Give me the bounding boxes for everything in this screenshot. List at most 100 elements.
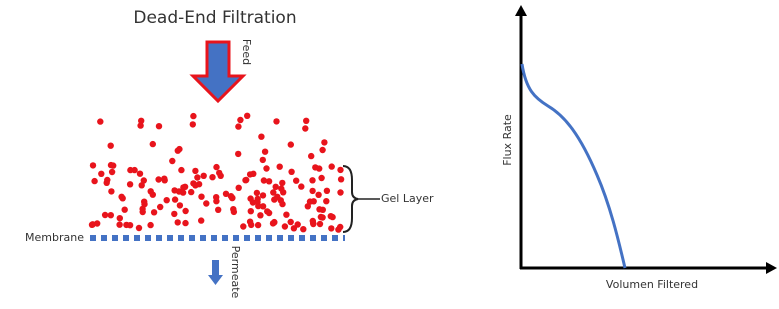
particle	[312, 164, 318, 170]
particle	[231, 209, 237, 215]
particle	[150, 192, 156, 198]
page: Dead-End Filtration Feed Membrane Gel La…	[0, 0, 779, 309]
particle	[176, 188, 182, 194]
particle	[215, 207, 221, 213]
membrane-label: Membrane	[25, 231, 84, 244]
particle	[288, 219, 294, 225]
particle	[282, 223, 288, 229]
particle	[319, 147, 325, 153]
particle	[328, 225, 334, 231]
particle	[236, 185, 242, 191]
particle	[177, 202, 183, 208]
particle	[122, 207, 128, 213]
particle	[240, 223, 246, 229]
particle	[260, 192, 266, 198]
particle	[318, 175, 324, 181]
particle	[302, 125, 308, 131]
particle	[108, 143, 114, 149]
particle	[147, 222, 153, 228]
particle	[155, 176, 161, 182]
permeate-arrow	[208, 260, 223, 285]
particle	[116, 222, 122, 228]
particle	[157, 204, 163, 210]
particle	[258, 134, 264, 140]
particle	[316, 206, 322, 212]
particle	[117, 215, 123, 221]
particle	[261, 177, 267, 183]
particle	[203, 200, 209, 206]
particle	[243, 177, 249, 183]
particles	[89, 113, 344, 233]
particle	[271, 219, 277, 225]
particle	[307, 198, 313, 204]
particle	[108, 212, 114, 218]
title: Dead-End Filtration	[133, 8, 296, 28]
particle	[321, 139, 327, 145]
particle	[201, 173, 207, 179]
particle	[263, 165, 269, 171]
particle	[175, 219, 181, 225]
particle	[198, 194, 204, 200]
particle	[223, 191, 229, 197]
particle	[309, 188, 315, 194]
particle	[318, 214, 324, 220]
particle	[288, 141, 294, 147]
particle	[337, 167, 343, 173]
particle	[260, 157, 266, 163]
particle	[141, 177, 147, 183]
y-axis-arrow	[515, 5, 527, 16]
particle	[279, 201, 285, 207]
particle	[277, 164, 283, 170]
particle	[298, 183, 304, 189]
particle	[254, 190, 260, 196]
gel-layer-label: Gel Layer	[381, 192, 434, 205]
particle	[188, 189, 194, 195]
particle	[131, 167, 137, 173]
particle	[151, 209, 157, 215]
particle	[235, 123, 241, 129]
permeate-label: Permeate	[229, 246, 242, 299]
particle	[97, 118, 103, 124]
brace	[343, 166, 358, 232]
particle	[156, 123, 162, 129]
particle	[328, 213, 334, 219]
particle	[250, 171, 256, 177]
particle	[178, 167, 184, 173]
particle	[266, 210, 272, 216]
particle	[110, 162, 116, 168]
particle	[237, 117, 243, 123]
particle	[255, 203, 261, 209]
particle	[90, 162, 96, 168]
particle	[94, 220, 100, 226]
particle	[127, 181, 133, 187]
particle	[235, 151, 241, 157]
particle	[273, 184, 279, 190]
y-axis-label: Flux Rate	[501, 114, 514, 166]
particle	[182, 220, 188, 226]
particle	[171, 211, 177, 217]
particle	[216, 170, 222, 176]
particle	[169, 158, 175, 164]
particle	[293, 178, 299, 184]
feed-arrow	[193, 42, 243, 101]
particle	[198, 217, 204, 223]
particle	[270, 189, 276, 195]
flux-curve	[522, 64, 625, 268]
particle	[194, 174, 200, 180]
particle	[136, 225, 142, 231]
particle	[162, 177, 168, 183]
particle	[164, 197, 170, 203]
particle	[213, 164, 219, 170]
particle	[190, 121, 196, 127]
particle	[278, 185, 284, 191]
particle	[273, 118, 279, 124]
particle	[141, 201, 147, 207]
particle	[91, 178, 97, 184]
particle	[310, 218, 316, 224]
particle	[309, 177, 315, 183]
particle	[279, 180, 285, 186]
particle	[303, 118, 309, 124]
particle	[247, 219, 253, 225]
x-axis-label: Volumen Filtered	[606, 278, 698, 291]
particle	[209, 174, 215, 180]
